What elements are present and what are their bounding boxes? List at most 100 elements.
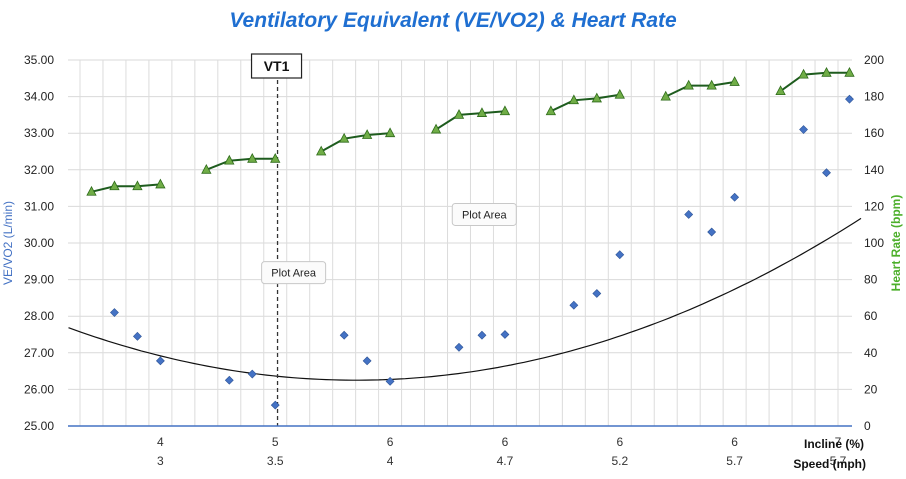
hr-point [729, 76, 740, 86]
annotations: Plot Area Plot Area [261, 202, 517, 285]
ve-vo2-point [247, 369, 257, 379]
hr-point [706, 79, 717, 90]
hr-point [476, 107, 488, 117]
trendline-path [68, 217, 862, 381]
y2-tick-label: 60 [864, 309, 878, 323]
hr-point [270, 152, 281, 163]
hr-point [798, 68, 809, 79]
grid [68, 59, 852, 427]
hr-point [247, 152, 258, 163]
hr-point [683, 79, 694, 90]
x-tick-incline: 6 [502, 435, 509, 449]
ve-vo2-point [615, 250, 625, 260]
ve-vo2-point [799, 125, 808, 134]
ve-vo2-point [730, 192, 740, 202]
ve-vo2-point [132, 331, 142, 341]
y-tick-label: 31.00 [24, 199, 54, 213]
ve-vo2-point [385, 376, 395, 386]
y-tick-label: 29.00 [24, 273, 54, 287]
x-tick-speed: 4.7 [497, 454, 514, 468]
y-tick-label: 27.00 [24, 346, 54, 360]
hr-point [568, 94, 580, 105]
hr-point [201, 163, 212, 174]
ve-vo2-point [707, 227, 717, 237]
y-tick-label: 28.00 [24, 309, 54, 323]
x-tick-speed: 5.7 [830, 454, 847, 468]
y2-tick-label: 140 [864, 163, 884, 177]
plot-area-tooltip-box [451, 202, 517, 226]
y-tick-label: 32.00 [24, 163, 54, 177]
trendline [68, 217, 862, 381]
x-tick-incline: 7 [835, 435, 842, 449]
hr-point [821, 66, 832, 77]
y2-axis-label: Heart Rate (bpm) [889, 195, 903, 292]
hr-point [591, 92, 602, 103]
hr-point [338, 132, 350, 143]
hr-line-segment [665, 81, 735, 98]
y2-tick-label: 100 [864, 236, 884, 250]
hr-point [844, 66, 855, 77]
ve-vo2-point [477, 330, 487, 340]
hr-point [316, 145, 327, 156]
x-axis-label-speed: Speed (mph) [793, 457, 866, 471]
plot-area-tooltip-label: Plot Area [271, 268, 317, 280]
y-tick-label: 34.00 [24, 90, 54, 104]
hr-point [109, 180, 120, 191]
y-tick-label: 33.00 [24, 126, 54, 140]
hr-line-segment [91, 183, 161, 193]
hr-point [545, 105, 557, 116]
y2-tick-label: 120 [864, 199, 884, 213]
hr-line-segment [320, 132, 391, 153]
x-tick-incline: 6 [616, 435, 623, 449]
x-tick-incline: 5 [272, 435, 279, 449]
x-tick-incline: 6 [731, 435, 738, 449]
hr-point [224, 154, 235, 165]
ve-vo2-point [339, 330, 349, 340]
y2-tick-label: 80 [864, 273, 878, 287]
x-tick-speed: 3 [157, 454, 164, 468]
ve-vo2-series [110, 94, 854, 410]
y-axis-label: VE/VO2 (L/min) [1, 201, 15, 285]
ve-vo2-point [500, 330, 510, 339]
x-tick-speed: 5.7 [726, 454, 743, 468]
plot-area-tooltip-label: Plot Area [462, 209, 508, 221]
hr-line-segment [205, 157, 276, 171]
hr-point [614, 88, 625, 99]
ve-vo2-point [155, 356, 165, 366]
hr-point [361, 129, 373, 139]
y2-tick-label: 200 [864, 53, 884, 67]
plot-area-tooltip-box [261, 261, 327, 285]
hr-point [155, 178, 166, 189]
hr-point [453, 109, 465, 119]
hr-line-segment [435, 110, 505, 131]
y2-tick-label: 40 [864, 346, 878, 360]
x-tick-speed: 4 [387, 454, 394, 468]
x-axis-label-incline: Incline (%) [804, 437, 864, 451]
x-tick-incline: 4 [157, 435, 164, 449]
y-tick-label: 25.00 [24, 419, 54, 433]
y-tick-label: 26.00 [24, 382, 54, 396]
y2-tick-label: 0 [864, 419, 871, 433]
ve-vo2-point [684, 210, 694, 219]
axes: 25.00 26.00 27.00 28.00 29.00 30.00 31.00 32.00… [24, 53, 884, 468]
hr-point [775, 85, 786, 96]
vt1-marker: VT1 [250, 53, 303, 426]
ve-vo2-point [845, 94, 854, 104]
hr-point [132, 180, 143, 191]
chart-title: Ventilatory Equivalent (VE/VO2) & Heart … [229, 9, 677, 32]
x-tick-speed: 5.2 [611, 454, 628, 468]
x-tick-speed: 3.5 [267, 454, 284, 468]
ve-vo2-point [569, 300, 579, 310]
hr-line-segment [780, 71, 850, 92]
vt1-label: VT1 [264, 58, 290, 74]
ve-vo2-point [224, 375, 234, 385]
hr-point [384, 127, 396, 138]
ve-vo2-point [110, 308, 119, 317]
vt1-box [250, 53, 303, 79]
ve-vo2-point [270, 400, 280, 410]
ve-vo2-point [592, 289, 602, 298]
y2-tick-label: 180 [864, 90, 884, 104]
heart-rate-series [86, 66, 855, 196]
hr-point [660, 90, 671, 101]
